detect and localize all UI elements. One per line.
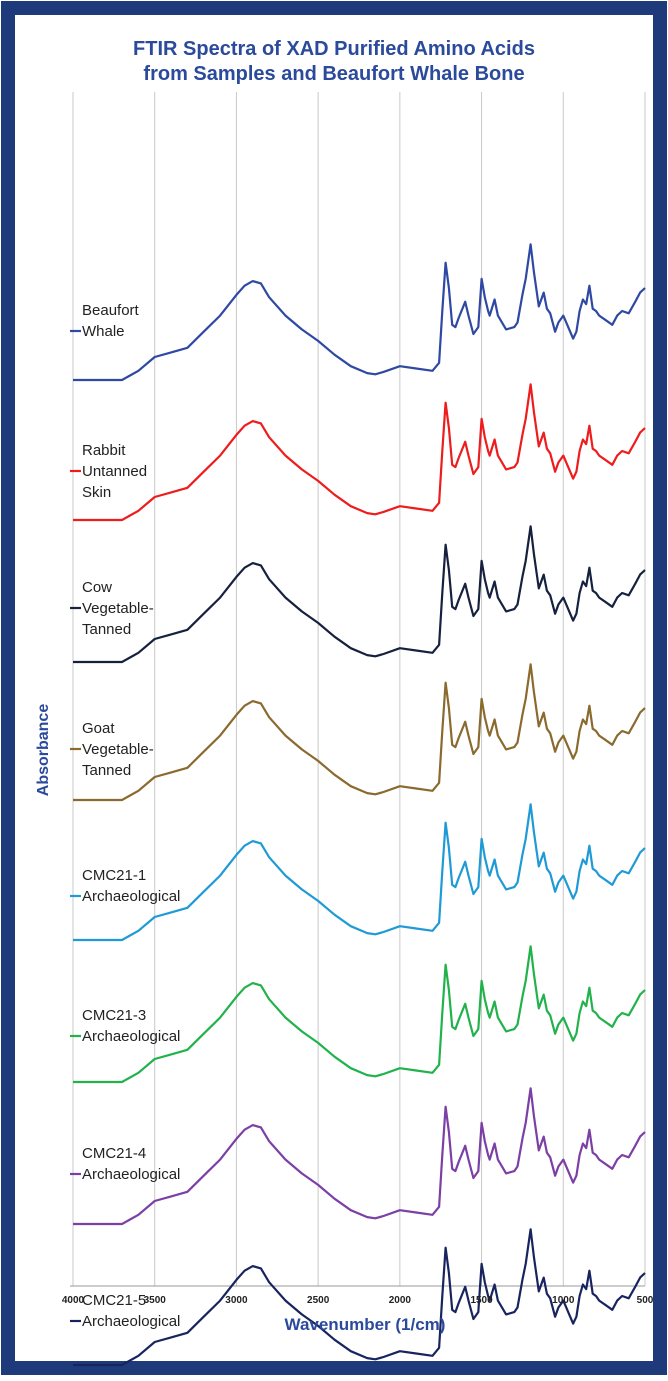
series-labels: Beaufort Whale Rabbit Untanned Skin Cow Vegeta…: [70, 302, 180, 1330]
chart-title-line-2: from Samples and Beaufort Whale Bone: [143, 63, 524, 85]
series-line-8: [73, 1228, 646, 1367]
series-label-text: Archaeological: [82, 1313, 180, 1330]
series-label-text: Archaeological: [82, 1028, 180, 1045]
series-label-3: Cow Vegetable- Tanned: [70, 579, 154, 638]
series-label-text: Cow: [82, 579, 112, 596]
x-tick-label-3500: 3500: [144, 1295, 167, 1306]
chart-title-line-1: FTIR Spectra of XAD Purified Amino Acids: [133, 38, 535, 60]
series-line-7: [73, 1087, 646, 1226]
x-tick-label-1000: 1000: [552, 1295, 575, 1306]
series-label-text: Archaeological: [82, 1166, 180, 1183]
series-line-4: [73, 663, 646, 802]
series-label-text: Tanned: [82, 621, 131, 638]
series-line-3: [73, 525, 646, 664]
x-tick-label-4000: 4000: [62, 1295, 85, 1306]
series-label-6: CMC21-3 Archaeological: [70, 1007, 180, 1045]
x-tick-labels: 4000 3500 3000 2500 2000 1500 1000 500: [62, 1295, 654, 1306]
y-axis-label: Absorbance: [35, 704, 52, 797]
series-line-2: [73, 383, 646, 522]
series-label-1: Beaufort Whale: [70, 302, 140, 340]
series-label-7: CMC21-4 Archaeological: [70, 1145, 180, 1183]
x-tick-label-3000: 3000: [225, 1295, 248, 1306]
series-label-text: Goat: [82, 720, 115, 737]
series-group: [73, 243, 646, 1367]
series-label-text: CMC21-5: [82, 1292, 146, 1309]
series-label-text: CMC21-1: [82, 867, 146, 884]
series-label-text: Vegetable-: [82, 600, 154, 617]
x-tick-label-1500: 1500: [470, 1295, 493, 1306]
series-label-text: CMC21-4: [82, 1145, 146, 1162]
series-label-text: Whale: [82, 323, 125, 340]
series-line-6: [73, 945, 646, 1084]
series-label-text: Tanned: [82, 762, 131, 779]
series-label-text: Archaeological: [82, 888, 180, 905]
series-label-8: CMC21-5 Archaeological: [70, 1292, 180, 1330]
series-label-text: Beaufort: [82, 302, 140, 319]
series-label-text: Untanned: [82, 463, 147, 480]
series-label-5: CMC21-1 Archaeological: [70, 867, 180, 905]
x-tick-label-500: 500: [637, 1295, 654, 1306]
x-tick-label-2000: 2000: [389, 1295, 412, 1306]
x-axis-label: Wavenumber (1/cm): [285, 1315, 446, 1334]
x-tick-label-2500: 2500: [307, 1295, 330, 1306]
series-label-4: Goat Vegetable- Tanned: [70, 720, 154, 779]
series-label-text: CMC21-3: [82, 1007, 146, 1024]
series-line-1: [73, 243, 646, 382]
series-line-5: [73, 803, 646, 942]
series-label-text: Vegetable-: [82, 741, 154, 758]
series-label-2: Rabbit Untanned Skin: [70, 442, 147, 501]
series-label-text: Skin: [82, 484, 111, 501]
series-label-text: Rabbit: [82, 442, 126, 459]
